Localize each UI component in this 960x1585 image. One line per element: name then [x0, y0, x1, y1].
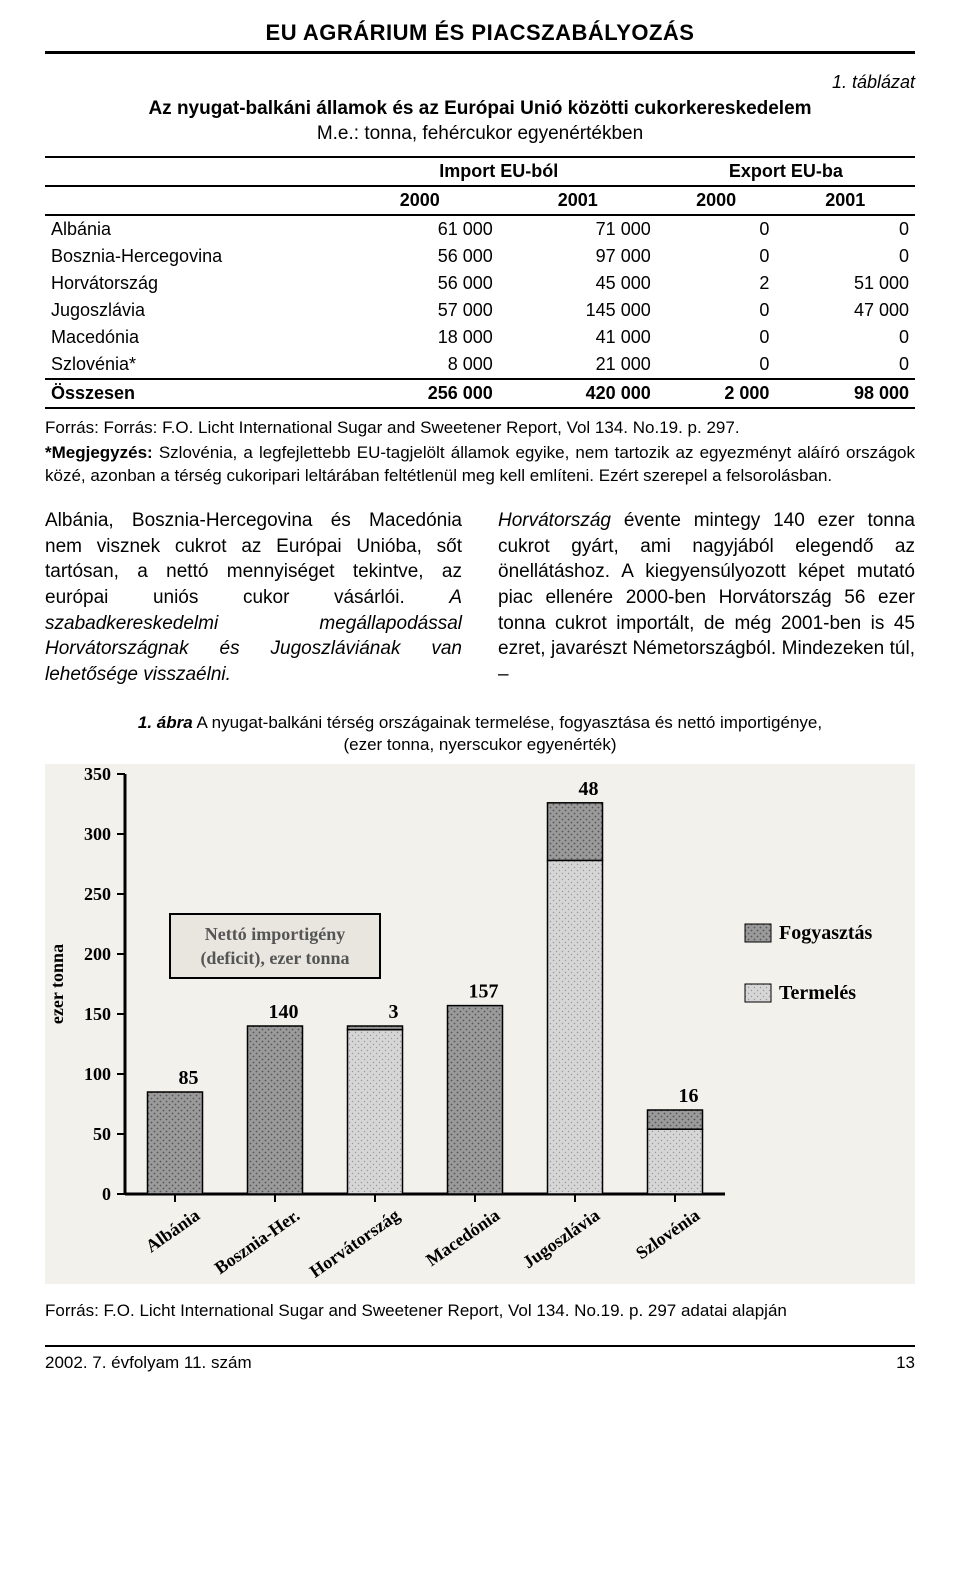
- svg-text:Nettó importigény: Nettó importigény: [205, 924, 345, 944]
- table-title-line1: Az nyugat-balkáni államok és az Európai …: [148, 98, 811, 119]
- table-cell: 0: [775, 243, 915, 270]
- table-cell: 0: [657, 243, 776, 270]
- svg-text:0: 0: [102, 1184, 111, 1204]
- table-cell: 2 000: [657, 379, 776, 408]
- svg-text:50: 50: [93, 1124, 111, 1144]
- table-cell: 2: [657, 270, 776, 297]
- table-cell: Összesen: [45, 379, 341, 408]
- table-cell: 420 000: [499, 379, 657, 408]
- col-2000a: 2000: [341, 186, 499, 215]
- table-row: Horvátország56 00045 000251 000: [45, 270, 915, 297]
- svg-text:300: 300: [84, 824, 111, 844]
- table-cell: 145 000: [499, 297, 657, 324]
- table-cell: 56 000: [341, 270, 499, 297]
- fig-num: 1. ábra: [138, 713, 193, 732]
- table-cell: 56 000: [341, 243, 499, 270]
- table-cell: 18 000: [341, 324, 499, 351]
- svg-text:16: 16: [679, 1085, 699, 1107]
- note-text: Szlovénia, a legfejlettebb EU-tagjelölt …: [45, 443, 915, 485]
- table-cell: 61 000: [341, 215, 499, 243]
- note-bold: *Megjegyzés:: [45, 443, 153, 462]
- table-cell: Szlovénia*: [45, 351, 341, 379]
- col-2001b: 2001: [775, 186, 915, 215]
- table-cell: 0: [775, 351, 915, 379]
- table-row-total: Összesen256 000420 0002 00098 000: [45, 379, 915, 408]
- table-cell: 97 000: [499, 243, 657, 270]
- table-cell: 98 000: [775, 379, 915, 408]
- svg-text:(deficit), ezer tonna: (deficit), ezer tonna: [200, 948, 349, 969]
- svg-text:3: 3: [389, 1001, 399, 1023]
- table-number: 1. táblázat: [45, 72, 915, 93]
- svg-text:Fogyasztás: Fogyasztás: [779, 922, 873, 944]
- col-group-export: Export EU-ba: [657, 157, 915, 186]
- table-cell: Albánia: [45, 215, 341, 243]
- chart: 050100150200250300350ezer tonna85Albánia…: [45, 764, 915, 1289]
- svg-text:157: 157: [469, 980, 499, 1002]
- table-cell: 0: [775, 324, 915, 351]
- table-row: Albánia61 00071 00000: [45, 215, 915, 243]
- chart-source: Forrás: F.O. Licht International Sugar a…: [45, 1301, 915, 1321]
- table-cell: 0: [657, 297, 776, 324]
- table-row: Bosznia-Hercegovina56 00097 00000: [45, 243, 915, 270]
- table-cell: 0: [657, 324, 776, 351]
- table-source: Forrás: Forrás: F.O. Licht International…: [45, 417, 915, 440]
- table-cell: 21 000: [499, 351, 657, 379]
- svg-text:150: 150: [84, 1004, 111, 1024]
- svg-text:200: 200: [84, 944, 111, 964]
- svg-text:100: 100: [84, 1064, 111, 1084]
- table-row: Jugoszlávia57 000145 000047 000: [45, 297, 915, 324]
- table-cell: 256 000: [341, 379, 499, 408]
- svg-text:48: 48: [579, 778, 599, 800]
- body-columns: Albánia, Bosznia-Hercegovina és Macedóni…: [45, 508, 915, 687]
- fig-rest: A nyugat-balkáni térség országainak term…: [193, 713, 822, 754]
- svg-text:ezer tonna: ezer tonna: [47, 944, 67, 1024]
- table-cell: 47 000: [775, 297, 915, 324]
- table-cell: Horvátország: [45, 270, 341, 297]
- svg-text:250: 250: [84, 884, 111, 904]
- table-cell: 51 000: [775, 270, 915, 297]
- col-group-import: Import EU-ból: [341, 157, 657, 186]
- col-left: Albánia, Bosznia-Hercegovina és Macedóni…: [45, 508, 462, 687]
- table-cell: 45 000: [499, 270, 657, 297]
- table-note: *Megjegyzés: Szlovénia, a legfejlettebb …: [45, 442, 915, 488]
- trade-table: Import EU-ból Export EU-ba 2000 2001 200…: [45, 156, 915, 409]
- col-right: Horvátország évente mintegy 140 ezer ton…: [498, 508, 915, 687]
- figure-caption: 1. ábra A nyugat-balkáni térség országai…: [45, 712, 915, 756]
- table-row: Macedónia18 00041 00000: [45, 324, 915, 351]
- table-title-line2: M.e.: tonna, fehércukor egyenértékben: [317, 123, 643, 144]
- svg-text:Termelés: Termelés: [779, 982, 856, 1004]
- table-cell: 57 000: [341, 297, 499, 324]
- footer-right: 13: [896, 1353, 915, 1373]
- table-cell: 41 000: [499, 324, 657, 351]
- table-cell: 8 000: [341, 351, 499, 379]
- table-cell: 0: [775, 215, 915, 243]
- svg-text:350: 350: [84, 764, 111, 784]
- table-cell: Bosznia-Hercegovina: [45, 243, 341, 270]
- col-2001a: 2001: [499, 186, 657, 215]
- svg-text:85: 85: [179, 1067, 199, 1089]
- table-cell: Jugoszlávia: [45, 297, 341, 324]
- page-header: EU AGRÁRIUM ÉS PIACSZABÁLYOZÁS: [45, 20, 915, 54]
- table-cell: Macedónia: [45, 324, 341, 351]
- svg-text:140: 140: [269, 1001, 299, 1023]
- table-cell: 0: [657, 215, 776, 243]
- table-cell: 0: [657, 351, 776, 379]
- footer-left: 2002. 7. évfolyam 11. szám: [45, 1353, 252, 1373]
- table-cell: 71 000: [499, 215, 657, 243]
- page-footer: 2002. 7. évfolyam 11. szám 13: [45, 1345, 915, 1373]
- col-2000b: 2000: [657, 186, 776, 215]
- table-row: Szlovénia*8 00021 00000: [45, 351, 915, 379]
- table-title: Az nyugat-balkáni államok és az Európai …: [45, 97, 915, 146]
